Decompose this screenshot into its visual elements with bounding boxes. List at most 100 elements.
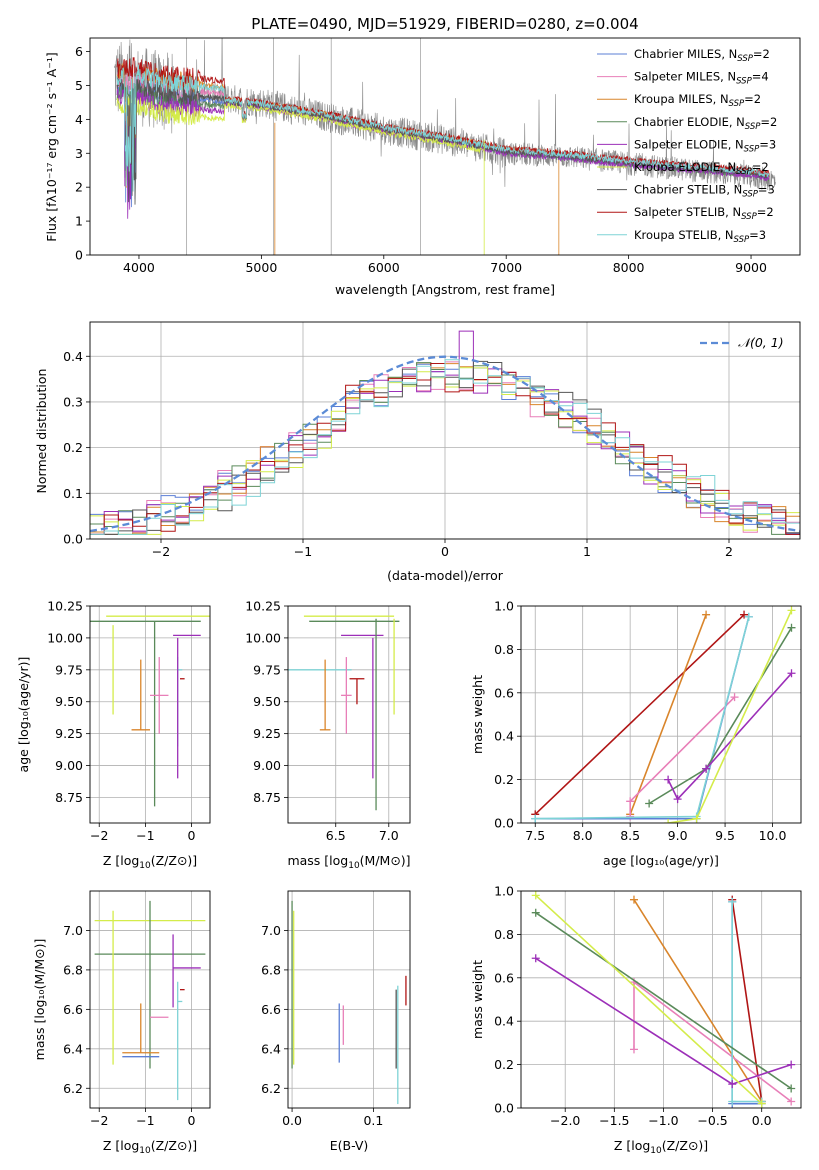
y-tick-label: 8.75 <box>55 790 83 805</box>
y-tick-label: 0.2 <box>63 440 83 455</box>
y-tick-label: 0 <box>75 248 83 263</box>
x-tick-label: 4000 <box>123 260 155 275</box>
y-tick-label: 10.25 <box>47 599 83 614</box>
x-tick-label: 10.0 <box>759 828 787 843</box>
series-salpeter_stelib <box>534 614 745 815</box>
x-axis-label: Z [log10(Z/Z⊙)] <box>103 853 197 871</box>
series-kroupa_miles <box>629 614 707 815</box>
y-tick-label: 0.4 <box>494 1014 514 1029</box>
y-tick-label: 9.25 <box>55 726 83 741</box>
x-tick-label: 8.5 <box>620 828 640 843</box>
errorbar-salpeter_miles <box>341 657 352 734</box>
legend-entry: 𝒩(0, 1) <box>738 335 784 350</box>
series-salpeter_stelib <box>731 899 763 1102</box>
x-tick-label: −1.0 <box>648 1113 678 1128</box>
y-tick-label: 7.0 <box>63 923 83 938</box>
y-tick-label: 2 <box>75 180 83 195</box>
y-tick-label: 0.0 <box>63 532 83 547</box>
chart-title: PLATE=0490, MJD=51929, FIBERID=0280, z=0… <box>251 15 638 33</box>
point-marker <box>531 908 540 917</box>
y-tick-label: 6.8 <box>63 962 83 977</box>
x-tick-label: −0.5 <box>697 1113 727 1128</box>
legend-entry: Chabrier ELODIE, NSSP=2 <box>634 115 777 132</box>
point-marker <box>728 1097 737 1106</box>
y-tick-label: 9.50 <box>253 694 281 709</box>
panel-mass_vs_ebv: 0.0 0.1 6.2 6.4 6.6 6.8 7.0 E(B-V) <box>261 890 411 1153</box>
plot-area <box>521 606 801 823</box>
legend-entry: Chabrier STELIB, NSSP=3 <box>634 183 775 200</box>
plot-area <box>288 606 410 823</box>
x-tick-label: 0 <box>441 544 449 559</box>
y-tick-label: 10.00 <box>245 630 281 645</box>
errorbar-kroupa_miles <box>319 659 331 731</box>
point-marker <box>692 814 701 823</box>
y-tick-label: 0.2 <box>494 772 514 787</box>
y-tick-label: 9.50 <box>55 694 83 709</box>
panel-age_vs_Z: −2 −1 0 8.75 9.00 9.25 9.50 9.75 10.00 10.25 Z [lo… <box>16 599 211 871</box>
x-tick-label: −1 <box>294 544 312 559</box>
y-tick-label: 9.00 <box>253 758 281 773</box>
y-axis-label: mass [log₁₀(M/M⊙)] <box>32 939 47 1061</box>
point-marker <box>664 819 673 823</box>
legend-entry: Kroupa MILES, NSSP=2 <box>634 92 761 109</box>
errorbar-kroupa_miles <box>122 1003 160 1054</box>
point-marker <box>787 669 796 678</box>
legend-entry: Salpeter MILES, NSSP=4 <box>634 70 769 87</box>
y-axis-label: age [log₁₀(age/yr)] <box>16 657 31 773</box>
series-kroupa_elodie <box>535 894 763 1105</box>
point-marker <box>626 797 635 806</box>
model-spectrum-kroupa_elodie <box>116 95 485 154</box>
legend-entry: Chabrier MILES, NSSP=2 <box>634 47 770 64</box>
axes-frame <box>89 605 211 824</box>
x-tick-label: 0 <box>188 828 196 843</box>
x-tick-label: 9.0 <box>668 828 688 843</box>
point-marker <box>629 895 638 904</box>
x-tick-label: 6000 <box>368 260 400 275</box>
y-tick-label: 0.8 <box>494 642 514 657</box>
x-tick-label: 8000 <box>613 260 645 275</box>
y-tick-label: 0.3 <box>63 394 83 409</box>
y-tick-label: 6 <box>75 44 83 59</box>
x-tick-label: 6.5 <box>326 828 346 843</box>
x-axis-label: (data-model)/error <box>387 568 504 583</box>
y-tick-label: 4 <box>75 112 83 127</box>
x-tick-label: 7.5 <box>525 828 545 843</box>
panel-residuals: −2 −1 0 1 2 0.0 0.1 0.2 0.3 0.4 (data-model)/error… <box>34 321 801 583</box>
x-tick-label: −1 <box>136 1113 154 1128</box>
x-tick-label: −2.0 <box>550 1113 580 1128</box>
x-tick-label: 7.0 <box>379 828 399 843</box>
x-axis-label: mass [log10(M/M⊙)] <box>287 853 410 871</box>
legend-entry: Kroupa STELIB, NSSP=3 <box>634 228 766 245</box>
x-tick-label: −1 <box>136 828 154 843</box>
point-marker <box>787 1060 796 1069</box>
y-tick-label: 7.0 <box>261 923 281 938</box>
y-tick-label: 3 <box>75 146 83 161</box>
panel-mass_weight_vs_age: 7.5 8.0 8.5 9.0 9.5 10.0 0.0 0.2 0.4 0.6 0.8 1.0 age… <box>470 599 802 868</box>
y-tick-label: 6.6 <box>261 1002 281 1017</box>
point-marker <box>664 775 673 784</box>
x-tick-label: −1.5 <box>599 1113 629 1128</box>
x-tick-label: 0.0 <box>282 1113 302 1128</box>
legend-entry: Salpeter ELODIE, NSSP=3 <box>634 137 776 154</box>
series-kroupa_miles <box>633 899 763 1102</box>
plot-area <box>288 891 410 1108</box>
y-tick-label: 0.6 <box>494 970 514 985</box>
y-tick-label: 6.4 <box>63 1041 83 1056</box>
normal-curve <box>90 355 800 533</box>
x-axis-label: wavelength [Angstrom, rest frame] <box>335 282 555 297</box>
model-spectrum-kroupa_stelib <box>116 64 770 192</box>
x-tick-label: 1 <box>583 544 591 559</box>
y-tick-label: 1.0 <box>494 599 514 614</box>
series-chabrier_elodie <box>648 627 793 805</box>
errorbar-chabrier_elodie <box>94 900 206 1069</box>
y-axis-label: mass weight <box>470 675 485 754</box>
point-marker <box>757 1099 766 1108</box>
y-tick-label: 1.0 <box>494 884 514 899</box>
y-tick-label: 0.8 <box>494 927 514 942</box>
x-axis-label: Z [log10(Z/Z⊙)] <box>103 1138 197 1156</box>
point-marker <box>531 954 540 963</box>
x-tick-label: 9000 <box>735 260 767 275</box>
panel-mass_weight_vs_Z: −2.0 −1.5 −1.0 −0.5 0.0 0.0 0.2 0.4 0.6 0.8 1.0 Z [… <box>470 884 802 1156</box>
y-tick-label: 9.75 <box>253 662 281 677</box>
